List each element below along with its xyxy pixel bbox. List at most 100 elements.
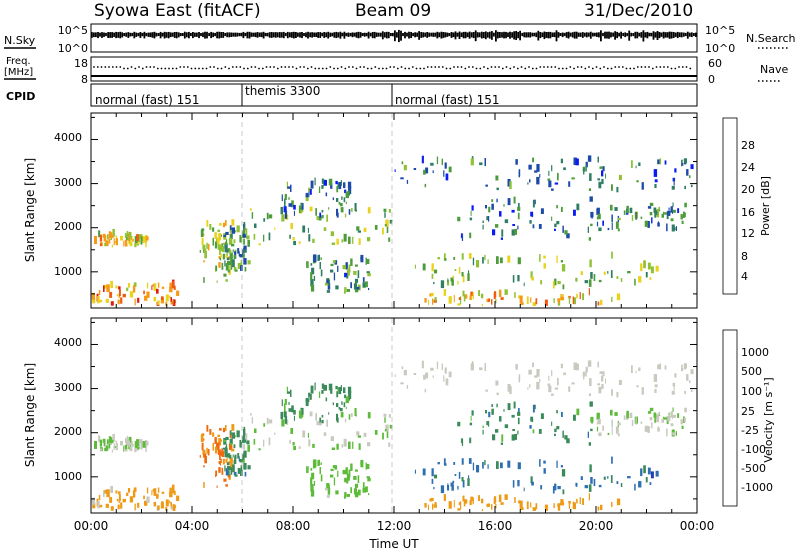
velocity-cell xyxy=(224,450,228,458)
velocity-cell xyxy=(563,372,566,376)
nsky-bar xyxy=(353,32,356,37)
nsky-bar xyxy=(379,32,382,37)
power-cell xyxy=(582,293,584,300)
velocity-cell xyxy=(670,423,674,427)
power-cell xyxy=(507,255,511,263)
power-cell xyxy=(509,181,512,190)
velocity-cell xyxy=(318,421,322,426)
nsky-bar xyxy=(537,30,540,41)
velocity-cell xyxy=(540,485,543,490)
power-cell xyxy=(656,209,660,218)
nave-point xyxy=(250,66,253,68)
velocity-cell xyxy=(649,417,653,421)
nsky-bar xyxy=(99,32,101,37)
power-cell xyxy=(557,172,559,181)
velocity-cell xyxy=(311,472,315,480)
velocity-cell xyxy=(251,417,254,424)
nsky-bar xyxy=(200,33,202,37)
power-cell xyxy=(234,251,237,257)
nave-point xyxy=(685,66,688,68)
velocity-cell xyxy=(573,362,577,370)
nave-point xyxy=(351,66,354,68)
velocity-cell xyxy=(333,477,336,486)
power-cell xyxy=(240,260,243,269)
power-cell xyxy=(561,206,563,212)
power-cell xyxy=(309,206,313,212)
velocity-cell xyxy=(557,503,560,507)
nave-point xyxy=(205,67,208,70)
power-cell xyxy=(673,178,675,186)
velocity-cell xyxy=(562,430,564,438)
velocity-cell xyxy=(443,458,446,466)
nsky-bar xyxy=(181,33,184,36)
power-cell xyxy=(172,299,174,305)
xtick-2000: 20:00 xyxy=(579,519,614,533)
power-cell xyxy=(300,202,303,205)
power-cell xyxy=(513,196,516,204)
velocity-cell xyxy=(478,495,480,501)
velocity-cell xyxy=(447,483,449,488)
power-cell xyxy=(305,192,309,198)
velocity-cell xyxy=(499,416,502,422)
power-cell xyxy=(170,297,172,302)
nsky-bar xyxy=(171,32,174,37)
velocity-cell xyxy=(424,503,427,508)
velocity-cell xyxy=(568,386,571,392)
nsky-bar xyxy=(190,32,192,37)
power-cell xyxy=(617,228,620,232)
velocity-cell xyxy=(229,457,233,464)
power-cell xyxy=(348,264,351,273)
power-cell xyxy=(517,212,520,220)
velocity-cell xyxy=(94,441,97,449)
velocity-cell xyxy=(496,392,499,396)
velocity-cell xyxy=(689,380,691,384)
power-cell xyxy=(99,299,103,303)
nave-point xyxy=(254,66,257,68)
velocity-cell xyxy=(283,411,287,418)
velocity-cell xyxy=(433,486,435,490)
power-cell xyxy=(681,159,683,167)
velocity-cell xyxy=(239,440,242,448)
power-cell xyxy=(496,187,499,191)
power-cell xyxy=(243,245,247,253)
power-cell xyxy=(661,213,664,218)
nave-point xyxy=(198,67,200,70)
velocity-cell xyxy=(170,502,172,507)
power-cell xyxy=(233,266,237,271)
nsky-bar xyxy=(688,32,691,37)
velocity-ytick-3000: 3000 xyxy=(54,381,82,394)
power-cell xyxy=(469,295,472,300)
power-cell xyxy=(384,224,387,227)
nsky-bar xyxy=(280,32,283,38)
velocity-cell xyxy=(500,462,503,469)
velocity-cell xyxy=(91,497,95,505)
power-cell xyxy=(354,203,357,211)
power-cell xyxy=(684,185,686,190)
nave-point xyxy=(258,67,260,70)
nave-point xyxy=(535,67,538,70)
nsky-bar xyxy=(686,31,689,39)
velocity-cell xyxy=(109,496,113,503)
velocity-cell xyxy=(103,440,106,447)
power-cell xyxy=(529,220,532,224)
nsky-bar xyxy=(634,31,637,39)
velocity-cell xyxy=(123,445,125,452)
nsky-bar xyxy=(535,32,538,38)
nsky-bar xyxy=(222,32,225,38)
velocity-cell xyxy=(302,430,306,438)
power-cell xyxy=(336,208,339,216)
nave-point xyxy=(115,66,118,68)
velocity-cell xyxy=(394,374,396,377)
nave-point xyxy=(550,66,553,68)
velocity-cell xyxy=(561,411,563,417)
velocity-cell xyxy=(557,377,559,386)
velocity-cell xyxy=(293,415,295,421)
power-cell xyxy=(623,210,626,215)
power-cell xyxy=(243,249,247,253)
velocity-cell xyxy=(127,440,130,446)
velocity-cell xyxy=(243,432,246,438)
power-cell xyxy=(343,182,346,189)
velocity-cell xyxy=(232,454,234,458)
power-cell xyxy=(614,207,618,211)
power-cell xyxy=(118,295,120,299)
